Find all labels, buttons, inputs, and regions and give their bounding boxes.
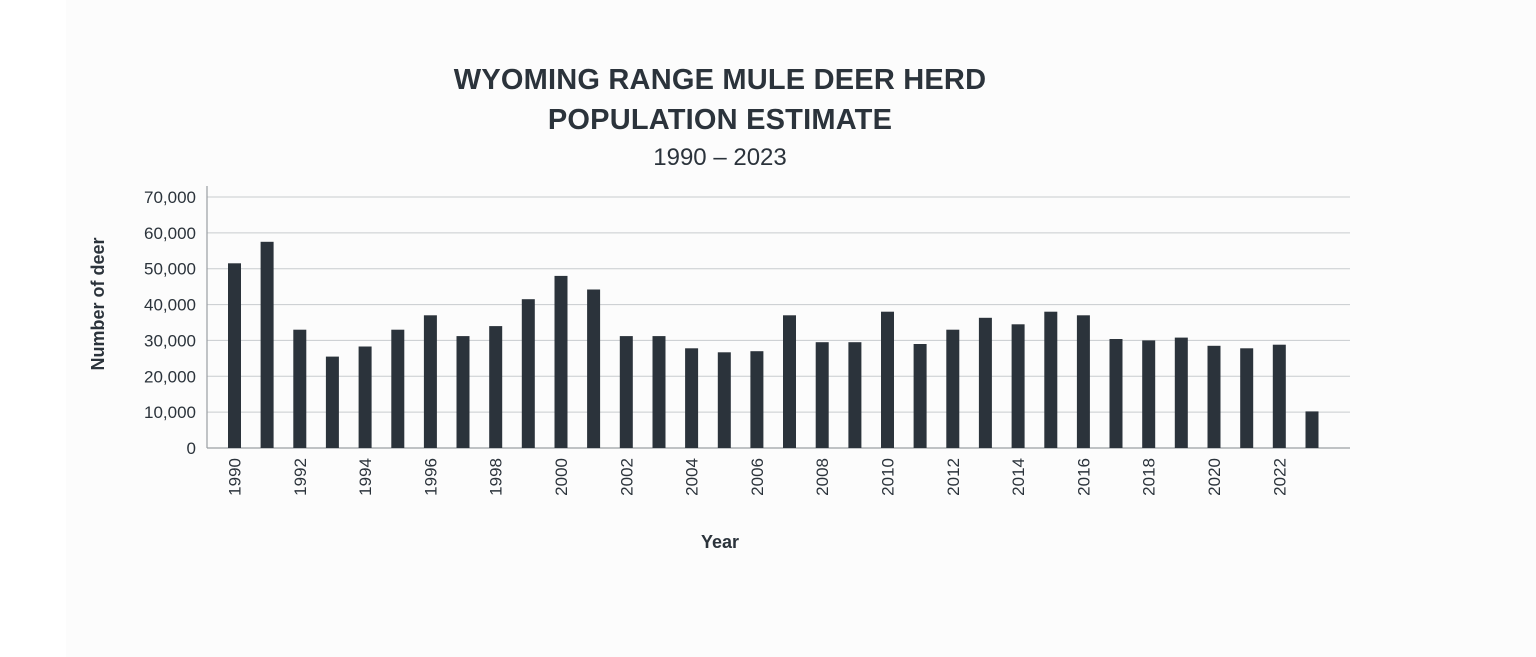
- bar-2006: [750, 351, 764, 448]
- y-tick-label: 60,000: [144, 224, 196, 243]
- x-tick-label: 2022: [1270, 458, 1289, 496]
- y-tick-label: 50,000: [144, 260, 196, 279]
- bar-2023: [1305, 411, 1319, 448]
- bar-2013: [978, 317, 992, 448]
- bar-2014: [1011, 324, 1025, 448]
- bar-2003: [652, 336, 666, 448]
- y-axis-label: Number of deer: [88, 237, 108, 370]
- chart-title-line2: POPULATION ESTIMATE: [547, 104, 893, 136]
- y-tick-labels: 0 10,000 20,000 30,000 40,000 50,000 60,000 70,…: [144, 188, 196, 458]
- bar-1990: [228, 263, 241, 448]
- bar-2019: [1174, 337, 1188, 448]
- bar-1991: [260, 241, 274, 448]
- bar-2008: [815, 342, 829, 448]
- bar-2021: [1240, 348, 1254, 448]
- x-tick-label: 2020: [1205, 458, 1224, 496]
- x-tick-label: 2008: [813, 458, 832, 496]
- x-tick-label: 1992: [291, 458, 310, 496]
- chart-title: WYOMING RANGE MULE DEER HERD: [453, 64, 987, 96]
- bar-2009: [848, 342, 862, 448]
- bar-1994: [358, 346, 372, 448]
- bar-2004: [685, 348, 699, 448]
- x-tick-label: 1994: [356, 458, 375, 496]
- bar-1998: [489, 326, 503, 448]
- y-tick-label: 20,000: [144, 367, 196, 386]
- bar-2017: [1109, 339, 1123, 448]
- bars: [228, 241, 1319, 448]
- x-tick-label: 2018: [1140, 458, 1159, 496]
- bar-1997: [456, 336, 470, 448]
- bar-2005: [717, 352, 731, 448]
- y-tick-label: 0: [187, 439, 196, 458]
- bar-1996: [423, 315, 437, 448]
- bar-2016: [1076, 315, 1090, 448]
- bar-2010: [881, 311, 894, 448]
- x-tick-label: 2000: [552, 458, 571, 496]
- bar-2011: [913, 344, 927, 448]
- bar-1995: [391, 329, 405, 448]
- x-tick-label: 2006: [748, 458, 767, 496]
- y-tick-label: 40,000: [144, 296, 196, 315]
- x-tick-label: 2012: [944, 458, 963, 496]
- bar-1993: [325, 356, 339, 448]
- bar-2012: [946, 329, 960, 448]
- bar-2000: [554, 275, 568, 448]
- x-tick-label: 2004: [683, 458, 702, 496]
- y-tick-label: 30,000: [144, 331, 196, 350]
- x-tick-label: 1998: [487, 458, 506, 496]
- x-tick-label: 2002: [617, 458, 636, 496]
- x-tick-label: 2010: [879, 458, 898, 496]
- x-tick-label: 2016: [1074, 458, 1093, 496]
- x-tick-label: 2014: [1009, 458, 1028, 496]
- bar-2020: [1207, 345, 1221, 448]
- bar-2001: [587, 289, 601, 448]
- chart-background: [66, 0, 1536, 657]
- y-tick-label: 70,000: [144, 188, 196, 207]
- bar-2018: [1142, 340, 1156, 448]
- x-tick-label: 1990: [226, 458, 245, 496]
- bar-2015: [1044, 311, 1058, 448]
- bar-2007: [783, 315, 796, 448]
- bar-2022: [1272, 344, 1286, 448]
- y-tick-label: 10,000: [144, 403, 196, 422]
- chart-subtitle: 1990 – 2023: [653, 144, 787, 171]
- bar-1999: [521, 299, 535, 448]
- x-axis-label: Year: [701, 532, 739, 552]
- bar-1992: [293, 329, 307, 448]
- x-tick-label: 1996: [421, 458, 440, 496]
- bar-2002: [619, 336, 633, 448]
- x-tick-labels: 1990 1992 1994 1996 1998 2000 2002 2004 2006 2008…: [226, 458, 1290, 496]
